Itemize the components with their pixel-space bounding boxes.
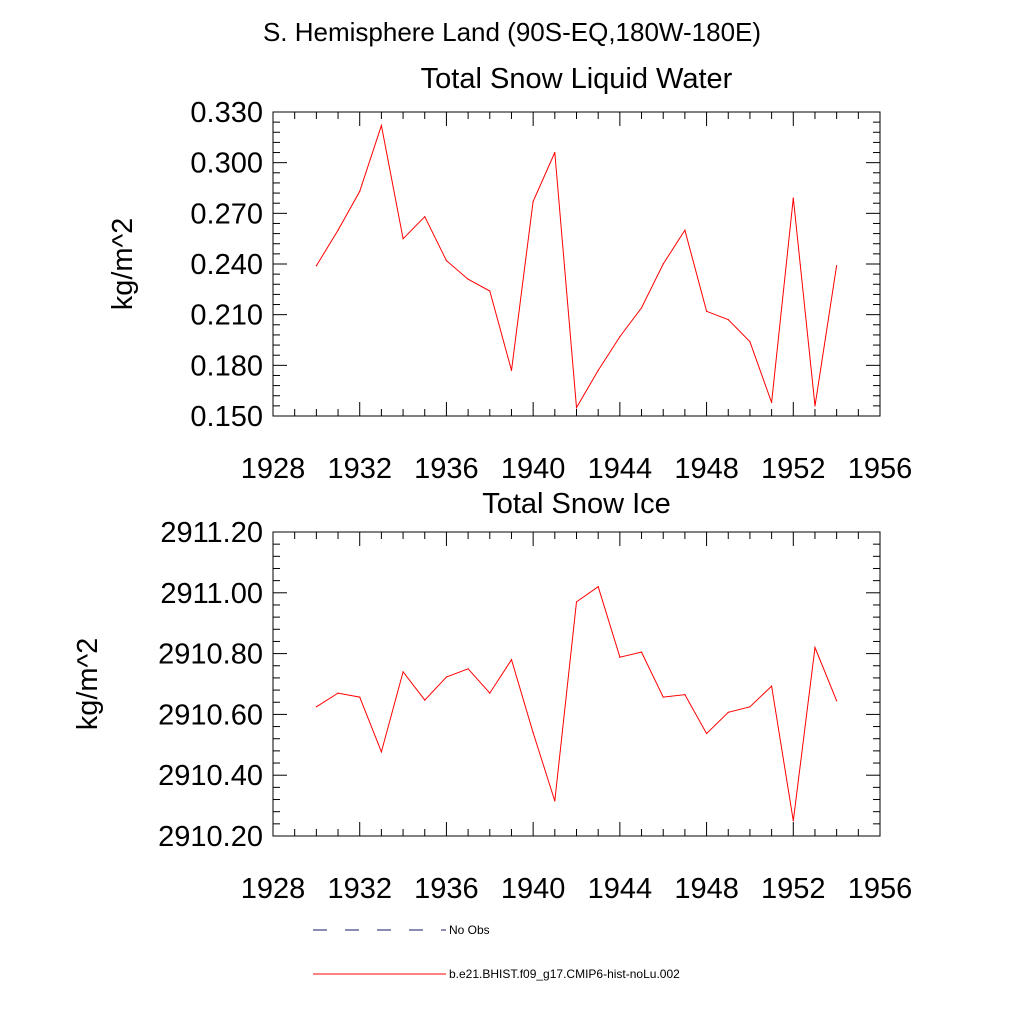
data-point [445,676,448,678]
figure-title: S. Hemisphere Land (90S-EQ,180W-180E) [263,17,761,47]
data-point [619,656,621,658]
data-point [814,646,816,649]
y-axis-label: kg/m^2 [72,638,104,731]
x-tick-label: 1956 [848,453,913,485]
data-point [380,124,382,127]
x-tick-label: 1944 [588,873,653,905]
legend-label-no-obs: No Obs [449,923,490,937]
y-tick-label: 2910.80 [158,639,263,671]
data-point [727,711,729,713]
y-tick-label: 0.150 [190,401,263,433]
data-point [575,601,578,603]
x-tick-label: 1928 [241,453,306,485]
y-tick-label: 0.210 [190,300,263,332]
data-point [771,401,773,404]
x-tick-label: 1940 [501,453,566,485]
y-tick-label: 0.330 [190,97,263,129]
data-point [792,820,794,822]
data-point [424,216,426,218]
panel-snow-ice: Total Snow Ice kg/m^2 1928 1932 1936 1940 1944… [72,488,912,905]
data-point [640,307,643,309]
y-tick-label: 2910.20 [158,821,263,853]
x-tick-label: 1940 [501,873,566,905]
data-point [771,685,773,687]
x-tick-label: 1932 [327,453,392,485]
data-point [727,319,729,321]
y-tick-label: 0.180 [190,350,263,382]
x-tick-label: 1952 [761,873,826,905]
x-tick-label: 1928 [241,873,306,905]
data-point [424,699,426,701]
data-point [532,200,534,203]
data-point [337,692,339,694]
data-point [510,659,513,661]
plot-frame [272,111,881,417]
data-point [597,369,599,371]
panel-snow-liquid-water: Total Snow Liquid Water kg/m^2 1928 1932 193… [107,63,912,485]
y-axis-label: kg/m^2 [107,218,139,311]
y-tick-label: 0.300 [190,148,263,180]
data-point [554,151,556,154]
data-point [467,668,469,670]
data-point [684,694,686,696]
x-tick-label: 1932 [327,873,392,905]
data-point [705,732,708,735]
data-point [619,336,621,338]
data-point [749,341,751,343]
data-point [554,800,556,802]
x-tick-label: 1936 [414,453,479,485]
data-point [814,405,816,407]
data-point [402,238,404,240]
data-point [402,671,404,673]
data-point [684,229,686,231]
y-tick-label: 2910.60 [158,699,263,731]
x-tick-label: 1948 [674,873,739,905]
plot-frame [272,531,881,837]
data-point [359,696,361,698]
x-tick-label: 1948 [674,453,739,485]
legend-label-model: b.e21.BHIST.f09_g17.CMIP6-hist-noLu.002 [449,967,680,981]
data-point [836,700,838,702]
series-line [316,585,838,821]
x-tick-label: 1936 [414,873,479,905]
data-point [467,278,469,280]
data-point [749,706,751,708]
data-point [640,651,643,653]
y-tick-label: 2911.00 [160,578,263,610]
data-point [510,369,513,371]
x-tick-label: 1956 [848,873,913,905]
data-point [445,260,448,262]
data-point [836,265,838,267]
data-point [489,692,491,694]
legend: No Obs b.e21.BHIST.f09_g17.CMIP6-hist-no… [313,923,680,981]
data-point [532,732,534,734]
data-point [359,190,361,192]
data-point [315,265,317,267]
data-point [597,586,599,588]
y-tick-label: 2910.40 [158,760,263,792]
data-point [662,696,664,698]
data-point [792,197,794,199]
data-point [489,290,491,292]
panel-title: Total Snow Liquid Water [421,63,733,95]
data-point [705,310,708,312]
y-tick-label: 0.240 [190,249,263,281]
y-tick-label: 0.270 [190,198,263,230]
data-point [337,229,339,231]
data-point [380,751,382,753]
x-tick-label: 1944 [588,453,653,485]
data-point [315,706,317,708]
data-point [575,406,578,409]
series-line [315,123,838,410]
data-point [662,263,664,265]
panel-title: Total Snow Ice [482,488,671,520]
x-tick-label: 1952 [761,453,826,485]
y-tick-label: 2911.20 [160,517,263,549]
